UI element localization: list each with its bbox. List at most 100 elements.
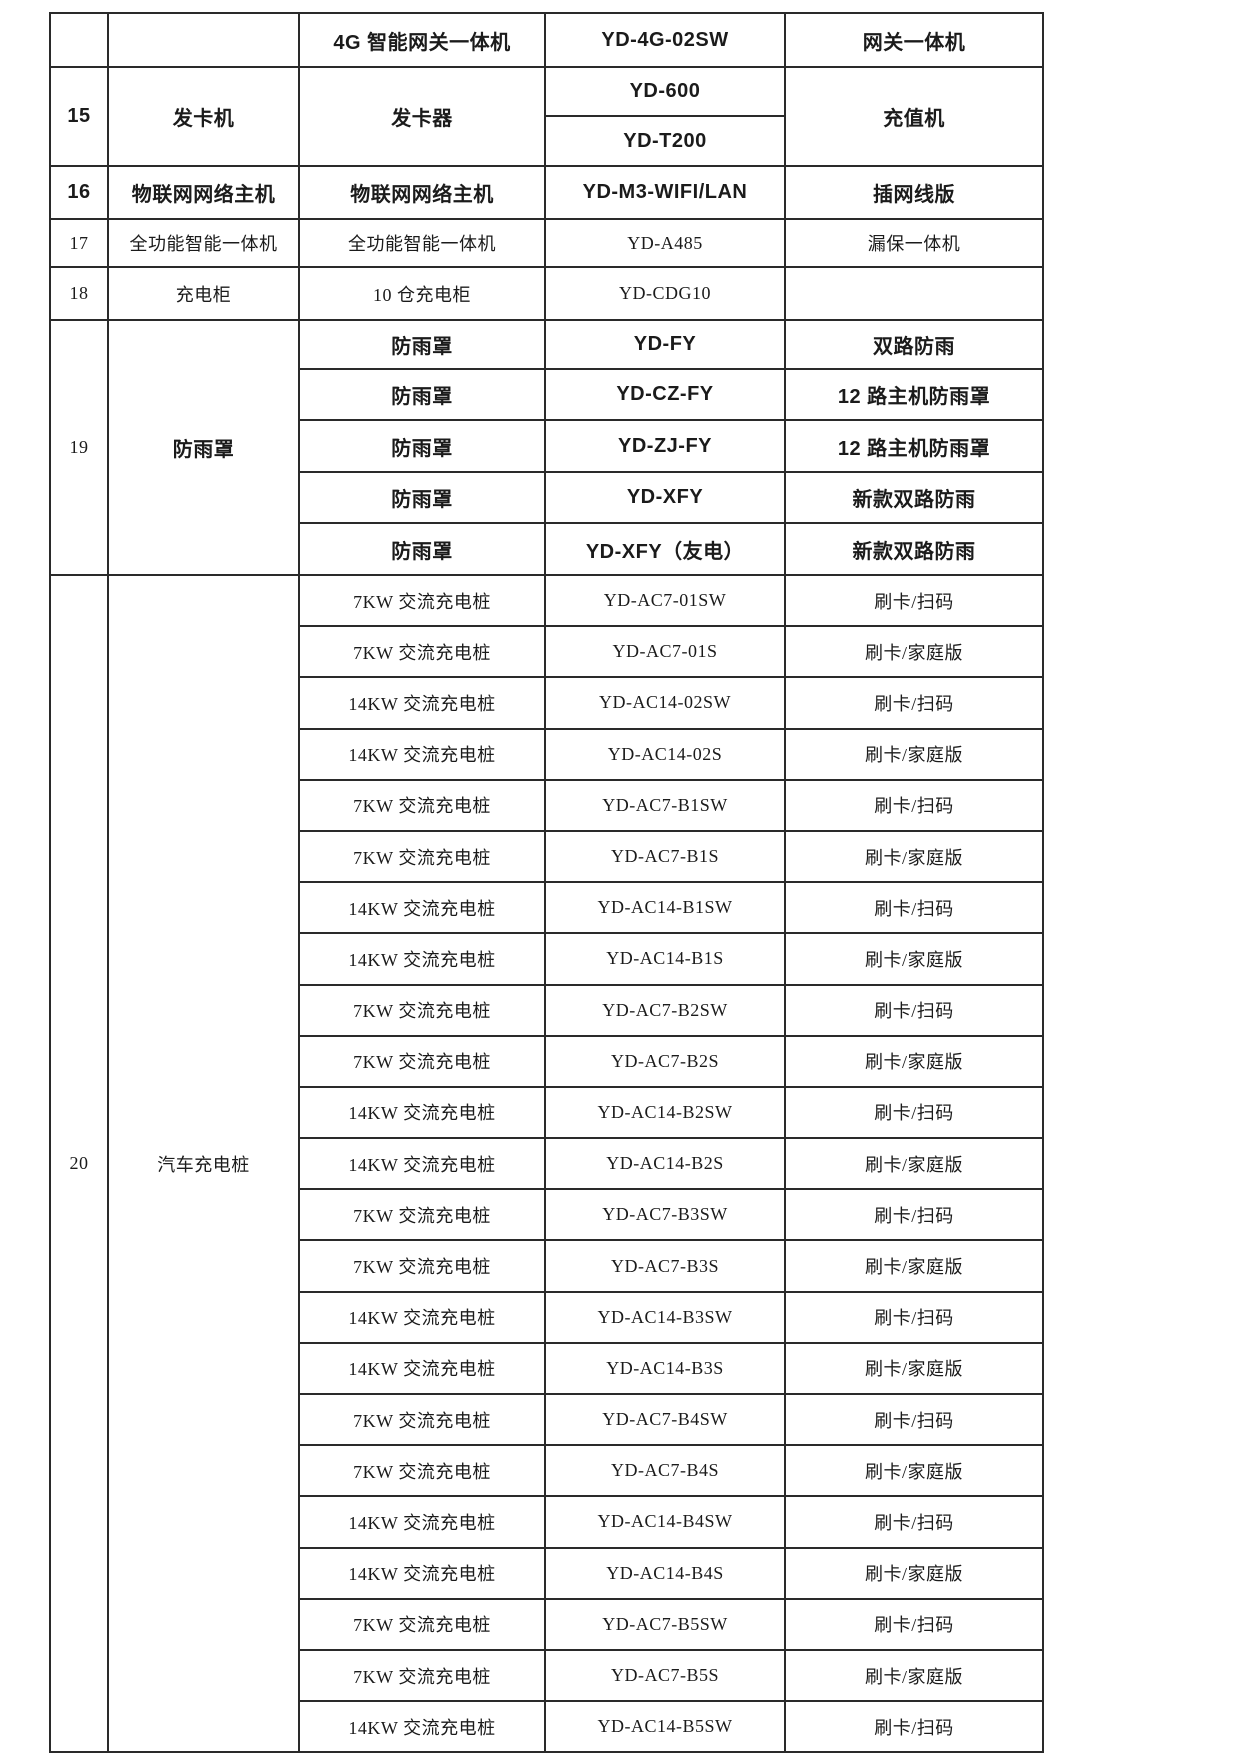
table-row: 7KW 交流充电桩 YD-AC7-B3SW 刷卡/扫码 bbox=[50, 1188, 1044, 1242]
model-cell: YD-AC7-B4SW bbox=[544, 1392, 786, 1447]
model-cell: YD-4G-02SW bbox=[544, 12, 786, 68]
category-cell bbox=[107, 12, 300, 68]
model-cell: YD-CDG10 bbox=[544, 266, 786, 321]
product-cell: 7KW 交流充电桩 bbox=[298, 1597, 546, 1651]
note-cell: 刷卡/扫码 bbox=[784, 1085, 1044, 1140]
model-cell: YD-ZJ-FY bbox=[544, 419, 786, 473]
serial-cell: 15 bbox=[49, 66, 109, 167]
table-row: 14KW 交流充电桩 YD-AC14-B1S 刷卡/家庭版 bbox=[50, 932, 1044, 986]
model-cell: YD-AC14-B1S bbox=[544, 932, 786, 986]
product-cell: 7KW 交流充电桩 bbox=[298, 1239, 546, 1293]
product-cell: 7KW 交流充电桩 bbox=[298, 1444, 546, 1498]
product-spec-table-wrap: 4G 智能网关一体机 YD-4G-02SW 网关一体机 15 发卡机 发卡器 YD-600 充… bbox=[49, 12, 1044, 1754]
model-cell: YD-AC14-B2SW bbox=[544, 1085, 786, 1140]
note-cell: 刷卡/家庭版 bbox=[784, 1137, 1044, 1191]
model-cell: YD-AC7-B4S bbox=[544, 1444, 786, 1498]
product-cell: 14KW 交流充电桩 bbox=[298, 1290, 546, 1344]
product-cell: 防雨罩 bbox=[298, 319, 546, 370]
product-cell: 防雨罩 bbox=[298, 368, 546, 421]
note-cell: 刷卡/家庭版 bbox=[784, 1444, 1044, 1498]
model-cell: YD-XFY（友电） bbox=[544, 522, 786, 576]
product-spec-table-body: 4G 智能网关一体机 YD-4G-02SW 网关一体机 15 发卡机 发卡器 YD-600 充… bbox=[49, 12, 1044, 1754]
product-cell: 发卡器 bbox=[298, 66, 546, 167]
note-cell: 充值机 bbox=[784, 66, 1044, 167]
note-cell: 刷卡/家庭版 bbox=[784, 1341, 1044, 1396]
note-cell: 刷卡/扫码 bbox=[784, 778, 1044, 832]
table-row: 7KW 交流充电桩 YD-AC7-B2S 刷卡/家庭版 bbox=[50, 1034, 1044, 1088]
category-cell: 全功能智能一体机 bbox=[107, 218, 300, 268]
note-cell: 刷卡/扫码 bbox=[784, 983, 1044, 1037]
model-cell: YD-FY bbox=[544, 319, 786, 370]
note-cell: 刷卡/家庭版 bbox=[784, 1034, 1044, 1088]
model-cell: YD-AC14-B3S bbox=[544, 1341, 786, 1396]
model-cell: YD-AC14-B4SW bbox=[544, 1495, 786, 1549]
model-cell: YD-AC7-B1S bbox=[544, 829, 786, 884]
table-row: 7KW 交流充电桩 YD-AC7-B4S 刷卡/家庭版 bbox=[50, 1444, 1044, 1498]
product-cell: 7KW 交流充电桩 bbox=[298, 829, 546, 884]
table-row: 7KW 交流充电桩 YD-AC7-B4SW 刷卡/扫码 bbox=[50, 1392, 1044, 1447]
serial-cell: 17 bbox=[49, 218, 109, 268]
note-cell: 刷卡/扫码 bbox=[784, 881, 1044, 935]
model-cell: YD-600 bbox=[544, 66, 786, 117]
note-cell: 新款双路防雨 bbox=[784, 522, 1044, 576]
table-row: 15 发卡机 发卡器 YD-600 充值机 bbox=[49, 66, 1044, 167]
model-cell: YD-AC7-B2S bbox=[544, 1034, 786, 1088]
model-cell: YD-AC7-B3S bbox=[544, 1239, 786, 1293]
note-cell: 网关一体机 bbox=[784, 12, 1044, 68]
model-cell: YD-AC14-B3SW bbox=[544, 1290, 786, 1344]
table-row: 7KW 交流充电桩 YD-AC7-B5SW 刷卡/扫码 bbox=[50, 1597, 1044, 1651]
product-cell: 14KW 交流充电桩 bbox=[298, 932, 546, 986]
table-row: 7KW 交流充电桩 YD-AC7-B3S 刷卡/家庭版 bbox=[50, 1239, 1044, 1293]
category-cell: 汽车充电桩 bbox=[107, 573, 300, 1754]
note-cell: 刷卡/扫码 bbox=[784, 1597, 1044, 1651]
table-row: 4G 智能网关一体机 YD-4G-02SW 网关一体机 bbox=[49, 12, 1044, 68]
product-cell: 14KW 交流充电桩 bbox=[298, 1341, 546, 1396]
table-row: 7KW 交流充电桩 YD-AC7-B5S 刷卡/家庭版 bbox=[50, 1648, 1044, 1703]
table-row: 17 全功能智能一体机 全功能智能一体机 YD-A485 漏保一体机 bbox=[49, 218, 1044, 268]
note-cell: 刷卡/扫码 bbox=[784, 1392, 1044, 1447]
table-row: 防雨罩 YD-XFY（友电） 新款双路防雨 bbox=[50, 522, 1044, 576]
serial-cell bbox=[49, 12, 109, 68]
note-cell: 双路防雨 bbox=[784, 319, 1044, 370]
product-cell: 14KW 交流充电桩 bbox=[298, 881, 546, 935]
table-row: 7KW 交流充电桩 YD-AC7-01S 刷卡/家庭版 bbox=[50, 625, 1044, 679]
product-cell: 7KW 交流充电桩 bbox=[298, 625, 546, 679]
note-cell: 刷卡/扫码 bbox=[784, 1290, 1044, 1344]
model-cell: YD-AC7-B5SW bbox=[544, 1597, 786, 1651]
product-cell: 14KW 交流充电桩 bbox=[298, 1495, 546, 1549]
product-cell: 14KW 交流充电桩 bbox=[298, 676, 546, 730]
product-cell: 7KW 交流充电桩 bbox=[298, 1392, 546, 1447]
product-cell: 防雨罩 bbox=[298, 471, 546, 524]
serial-cell: 18 bbox=[49, 266, 109, 321]
note-cell: 12 路主机防雨罩 bbox=[784, 419, 1044, 473]
table-row: 16 物联网网络主机 物联网网络主机 YD-M3-WIFI/LAN 插网线版 bbox=[49, 165, 1044, 220]
product-cell: 14KW 交流充电桩 bbox=[298, 727, 546, 781]
product-cell: 14KW 交流充电桩 bbox=[298, 1137, 546, 1191]
model-cell: YD-AC7-01SW bbox=[544, 573, 786, 628]
note-cell: 刷卡/扫码 bbox=[784, 1700, 1044, 1754]
note-cell: 刷卡/扫码 bbox=[784, 1188, 1044, 1242]
table-row: 7KW 交流充电桩 YD-AC7-B1S 刷卡/家庭版 bbox=[50, 829, 1044, 884]
table-row: 14KW 交流充电桩 YD-AC14-B3SW 刷卡/扫码 bbox=[50, 1290, 1044, 1344]
note-cell: 刷卡/扫码 bbox=[784, 1495, 1044, 1549]
model-cell: YD-AC14-B4S bbox=[544, 1546, 786, 1600]
note-cell: 刷卡/家庭版 bbox=[784, 932, 1044, 986]
note-cell: 刷卡/家庭版 bbox=[784, 1648, 1044, 1703]
note-cell: 12 路主机防雨罩 bbox=[784, 368, 1044, 421]
table-row: 14KW 交流充电桩 YD-AC14-B4SW 刷卡/扫码 bbox=[50, 1495, 1044, 1549]
product-cell: 7KW 交流充电桩 bbox=[298, 1034, 546, 1088]
product-cell: 7KW 交流充电桩 bbox=[298, 983, 546, 1037]
note-cell: 刷卡/家庭版 bbox=[784, 829, 1044, 884]
table-row: 防雨罩 YD-XFY 新款双路防雨 bbox=[50, 471, 1044, 524]
note-cell: 刷卡/家庭版 bbox=[784, 625, 1044, 679]
product-cell: 防雨罩 bbox=[298, 419, 546, 473]
table-row: 防雨罩 YD-ZJ-FY 12 路主机防雨罩 bbox=[50, 419, 1044, 473]
model-cell: YD-AC7-B2SW bbox=[544, 983, 786, 1037]
category-cell: 发卡机 bbox=[107, 66, 300, 167]
model-cell: YD-CZ-FY bbox=[544, 368, 786, 421]
product-cell: 7KW 交流充电桩 bbox=[298, 1648, 546, 1703]
note-cell: 插网线版 bbox=[784, 165, 1044, 220]
category-cell: 充电柜 bbox=[107, 266, 300, 321]
serial-cell: 16 bbox=[49, 165, 109, 220]
note-cell: 刷卡/扫码 bbox=[784, 676, 1044, 730]
